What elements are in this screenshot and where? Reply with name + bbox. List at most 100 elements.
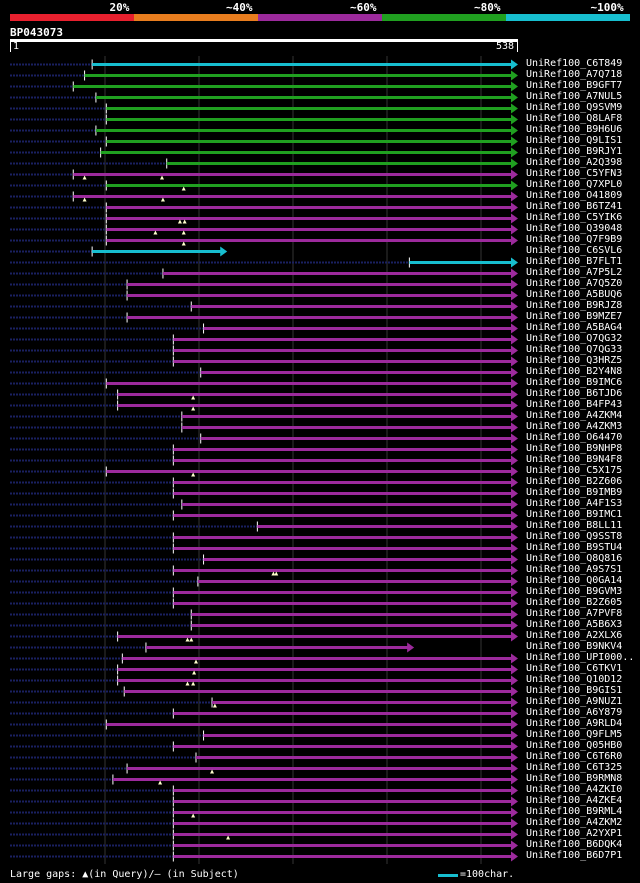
hit-label[interactable]: UniRef100_B2Z605 xyxy=(526,597,623,608)
hit-label[interactable]: UniRef100_A2YXP1 xyxy=(526,828,623,839)
query-gap-marker xyxy=(271,571,276,576)
hit-arrow xyxy=(511,796,518,807)
hit-label[interactable]: UniRef100_Q10D12 xyxy=(526,674,623,685)
hit-arrow xyxy=(511,103,518,114)
hit-label[interactable]: UniRef100_B9RMN8 xyxy=(526,773,623,784)
hit-label[interactable]: UniRef100_B9STU4 xyxy=(526,542,623,553)
query-start-label: 1 xyxy=(13,41,20,52)
hit-label[interactable]: UniRef100_B2Y4N8 xyxy=(526,366,623,377)
hit-label[interactable]: UniRef100_B6D7P1 xyxy=(526,850,623,861)
hit-label[interactable]: UniRef100_B9MZE7 xyxy=(526,311,623,322)
hit-arrow xyxy=(511,257,518,268)
hit-label[interactable]: UniRef100_B9RJZ8 xyxy=(526,300,623,311)
hit-label[interactable]: UniRef100_Q9SST8 xyxy=(526,531,623,542)
hit-label[interactable]: UniRef100_A9RLD4 xyxy=(526,718,623,729)
hit-label[interactable]: UniRef100_A7P5L2 xyxy=(526,267,623,278)
hit-arrow xyxy=(511,818,518,829)
hit-label[interactable]: UniRef100_A5BAG4 xyxy=(526,322,623,333)
hit-label[interactable]: UniRef100_B9GIS1 xyxy=(526,685,623,696)
hit-label[interactable]: UniRef100_Q8Q816 xyxy=(526,553,623,564)
hit-label[interactable]: UniRef100_O64470 xyxy=(526,432,623,443)
hit-label[interactable]: UniRef100_B4FP43 xyxy=(526,399,623,410)
hit-label[interactable]: UniRef100_C6T325 xyxy=(526,762,623,773)
hit-arrow xyxy=(511,785,518,796)
hit-label[interactable]: UniRef100_C6SVL6 xyxy=(526,245,623,256)
hit-label[interactable]: UniRef100_B9NKV4 xyxy=(526,641,623,652)
hit-label[interactable]: UniRef100_Q39048 xyxy=(526,223,623,234)
hit-label[interactable]: UniRef100_B8LL11 xyxy=(526,520,623,531)
hit-label[interactable]: UniRef100_B7FLT1 xyxy=(526,256,623,267)
hit-arrow xyxy=(511,422,518,433)
hit-label[interactable]: UniRef100_B9GVM3 xyxy=(526,586,623,597)
hit-label[interactable]: UniRef100_Q7XPL0 xyxy=(526,179,623,190)
hit-label[interactable]: UniRef100_C5X175 xyxy=(526,465,623,476)
hit-label[interactable]: UniRef100_B6DQK4 xyxy=(526,839,623,850)
hit-arrow xyxy=(511,114,518,125)
hit-label[interactable]: UniRef100_C6TKV1 xyxy=(526,663,623,674)
hit-label[interactable]: UniRef100_B9NHP8 xyxy=(526,443,623,454)
hit-label[interactable]: UniRef100_A7PVF8 xyxy=(526,608,623,619)
hit-label[interactable]: UniRef100_B9IMC6 xyxy=(526,377,623,388)
hit-label[interactable]: UniRef100_A2Q398 xyxy=(526,157,623,168)
hit-label[interactable]: UniRef100_B9GFT7 xyxy=(526,80,623,91)
hit-label[interactable]: UniRef100_B9N4F8 xyxy=(526,454,623,465)
query-gap-marker xyxy=(192,670,197,675)
hit-label[interactable]: UniRef100_A4ZKI0 xyxy=(526,784,623,795)
hit-label[interactable]: UniRef100_Q9LIS1 xyxy=(526,135,623,146)
hit-label[interactable]: UniRef100_C6T849 xyxy=(526,58,623,69)
hit-label[interactable]: UniRef100_A4ZKM4 xyxy=(526,410,623,421)
legend-label: ~100% xyxy=(590,1,624,14)
hit-label[interactable]: UniRef100_A4ZKE4 xyxy=(526,795,623,806)
hit-label[interactable]: UniRef100_C5YFN3 xyxy=(526,168,623,179)
hit-label[interactable]: UniRef100_A4ZKM2 xyxy=(526,817,623,828)
hit-label[interactable]: UniRef100_B9RJY1 xyxy=(526,146,623,157)
hit-label[interactable]: UniRef100_A9S7S1 xyxy=(526,564,623,575)
hit-label[interactable]: UniRef100_B9RML4 xyxy=(526,806,623,817)
query-gap-marker xyxy=(191,681,196,686)
hit-label[interactable]: UniRef100_C6T6R0 xyxy=(526,751,623,762)
hit-label[interactable]: UniRef100_O41809 xyxy=(526,190,623,201)
query-gap-marker xyxy=(274,571,279,576)
hit-label[interactable]: UniRef100_B9H6U6 xyxy=(526,124,623,135)
hit-label[interactable]: UniRef100_Q0GA14 xyxy=(526,575,623,586)
hit-label[interactable]: UniRef100_A9NUZ1 xyxy=(526,696,623,707)
query-gap-marker xyxy=(158,780,163,785)
hit-label[interactable]: UniRef100_Q7QG32 xyxy=(526,333,623,344)
hit-label[interactable]: UniRef100_A7NUL5 xyxy=(526,91,623,102)
hit-arrow xyxy=(511,708,518,719)
hit-arrow xyxy=(511,444,518,455)
hit-label[interactable]: UniRef100_Q3HRZ5 xyxy=(526,355,623,366)
hit-label[interactable]: UniRef100_Q05HB0 xyxy=(526,740,623,751)
query-gap-marker xyxy=(182,219,187,224)
hit-label[interactable]: UniRef100_A7Q718 xyxy=(526,69,623,80)
identity-legend: 20% ~40% ~60% ~80% ~100% xyxy=(10,0,630,22)
hit-label[interactable]: UniRef100_B6TJD6 xyxy=(526,388,623,399)
hit-label[interactable]: UniRef100_B9IMC1 xyxy=(526,509,623,520)
query-gap-marker xyxy=(191,406,196,411)
hit-label[interactable]: UniRef100_UPI000.. xyxy=(526,652,635,663)
hit-label[interactable]: UniRef100_Q8LAF8 xyxy=(526,113,623,124)
hit-label[interactable]: UniRef100_A6Y879 xyxy=(526,707,623,718)
hit-label[interactable]: UniRef100_Q7F9B9 xyxy=(526,234,623,245)
hit-label[interactable]: UniRef100_Q9FLM5 xyxy=(526,729,623,740)
hit-label[interactable]: UniRef100_B9IMB9 xyxy=(526,487,623,498)
hit-arrow xyxy=(511,565,518,576)
hit-arrow xyxy=(511,367,518,378)
hit-arrow xyxy=(511,807,518,818)
hit-label[interactable]: UniRef100_A4F1S3 xyxy=(526,498,623,509)
hit-label[interactable]: UniRef100_Q9SVM9 xyxy=(526,102,623,113)
query-gap-marker xyxy=(191,813,196,818)
hit-arrow xyxy=(220,246,228,257)
hit-label[interactable]: UniRef100_A7Q5Z0 xyxy=(526,278,623,289)
hit-label[interactable]: UniRef100_A5B6X3 xyxy=(526,619,623,630)
hit-label[interactable]: UniRef100_A2XLX6 xyxy=(526,630,623,641)
hit-arrow xyxy=(511,290,518,301)
hit-label[interactable]: UniRef100_A4ZKM3 xyxy=(526,421,623,432)
legend-label: ~80% xyxy=(474,1,501,14)
hit-label[interactable]: UniRef100_A5BUQ6 xyxy=(526,289,623,300)
hit-label[interactable]: UniRef100_Q7QG33 xyxy=(526,344,623,355)
hit-label[interactable]: UniRef100_C5YIK6 xyxy=(526,212,623,223)
hit-label[interactable]: UniRef100_B2Z606 xyxy=(526,476,623,487)
hit-label[interactable]: UniRef100_B6TZ41 xyxy=(526,201,623,212)
hit-arrow xyxy=(511,532,518,543)
